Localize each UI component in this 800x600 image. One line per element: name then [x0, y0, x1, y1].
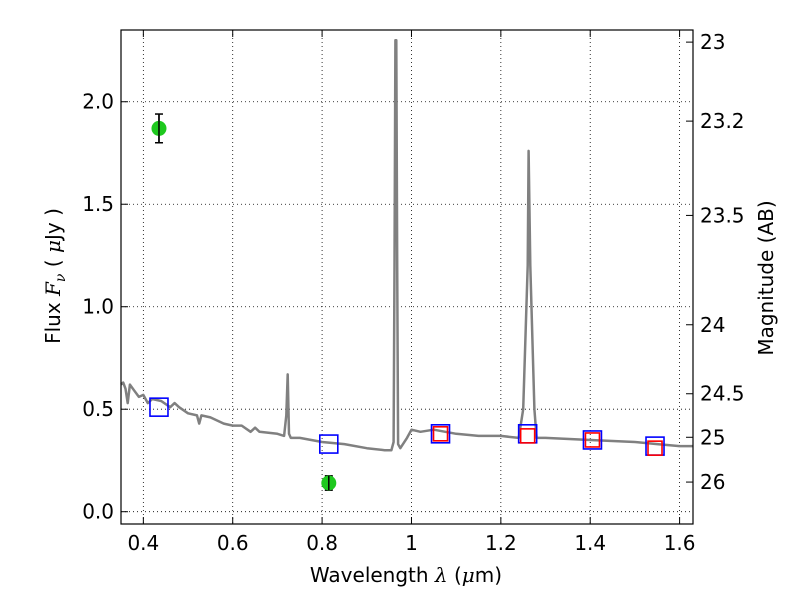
model-photometry-marker: [318, 434, 339, 454]
plot-area: [120, 38, 693, 491]
observed-photometry-marker: [432, 426, 449, 442]
svg-text:Wavelength λ (μm): Wavelength λ (μm): [310, 563, 502, 587]
mag-tick-label: 23.2: [700, 109, 745, 133]
x-tick-label: 0.6: [217, 531, 249, 555]
mag-tick-label: 23: [700, 30, 725, 54]
spectrum-line: [120, 38, 693, 452]
y-axis-label: Flux Fν ( μJy ): [41, 208, 69, 344]
y-tick-label: 1.0: [82, 295, 114, 319]
observed-photometry-marker: [647, 440, 663, 456]
model-photometry-marker: [149, 397, 169, 417]
y-tick-label: 0.5: [82, 397, 114, 421]
x-tick-label: 1.6: [664, 531, 696, 555]
x-tick-label: 1.4: [574, 531, 606, 555]
observed-photometry-marker: [584, 432, 601, 448]
x-tick-label: 1.2: [485, 531, 517, 555]
plot-frame: [120, 29, 694, 525]
y-tick-label: 2.0: [82, 90, 114, 114]
y-axis-right-label: Magnitude (AB): [754, 200, 778, 355]
mag-tick-label: 25: [700, 425, 725, 449]
x-tick-label: 0.8: [306, 531, 338, 555]
observed-photometry-marker: [519, 428, 536, 444]
axis-ticks: 0.4 0.6 0.8 1 1.2 1.4 1.6 0.0 0.5 1.0 1.5 2.0 23 23.2…: [82, 30, 745, 555]
model-photometry-marker: [430, 424, 451, 444]
model-photometry-marker: [582, 430, 603, 450]
x-axis-label: Wavelength λ (μm): [310, 563, 502, 587]
y-tick-label: 0.0: [82, 500, 114, 524]
mag-tick-label: 24.5: [700, 382, 745, 406]
mag-tick-label: 24: [700, 313, 725, 337]
mag-tick-label: 26: [700, 470, 725, 494]
mag-tick-label: 23.5: [700, 203, 745, 227]
x-tick-label: 1: [405, 531, 418, 555]
y-tick-label: 1.5: [82, 192, 114, 216]
grid-lines: [121, 30, 693, 524]
svg-text:Flux Fν ( μJy ): Flux Fν ( μJy ): [41, 208, 69, 344]
x-tick-label: 0.4: [127, 531, 159, 555]
